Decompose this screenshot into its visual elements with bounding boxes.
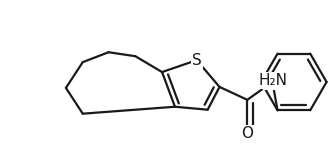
Text: S: S (192, 53, 202, 68)
Text: H₂N: H₂N (258, 73, 287, 88)
Text: O: O (241, 126, 253, 141)
Text: HN: HN (264, 73, 288, 88)
